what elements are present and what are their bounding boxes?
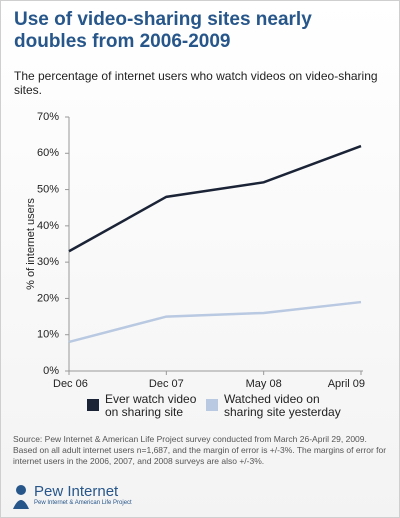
y-tick-label: 0% <box>43 365 59 377</box>
logo-tagline: Pew Internet & American Life Project <box>34 500 132 506</box>
y-axis-label: % of internet users <box>25 198 37 290</box>
y-tick-label: 30% <box>37 256 59 268</box>
source-note: Source: Pew Internet & American Life Pro… <box>13 434 387 466</box>
legend-swatch <box>206 399 218 411</box>
chart-subtitle: The percentage of internet users who wat… <box>14 69 378 97</box>
chart-title: Use of video-sharing sites nearly double… <box>14 9 312 52</box>
y-tick-label: 70% <box>37 111 59 123</box>
chart: % of internet users 0% 10% 20% 30% 40% 50% 60%… <box>25 111 365 390</box>
logo: Pew Internet <box>34 483 119 500</box>
x-tick-label: Dec 06 <box>53 378 88 390</box>
logo-body <box>13 500 29 509</box>
legend-label: Ever watch video on sharing site <box>105 392 197 419</box>
y-tick-label: 10% <box>37 329 59 341</box>
x-tick-label: May 08 <box>246 378 282 390</box>
y-tick-label: 20% <box>37 292 59 304</box>
x-tick-label: Dec 07 <box>149 378 184 390</box>
x-tick-label: April 09 <box>328 378 365 390</box>
y-tick-label: 50% <box>37 183 59 195</box>
logo-head <box>16 485 26 495</box>
y-tick-label: 40% <box>37 220 59 232</box>
y-tick-label: 60% <box>37 147 59 159</box>
legend-label: Watched video on sharing site yesterday <box>224 392 341 419</box>
series-line <box>68 144 362 253</box>
legend-swatch <box>87 399 99 411</box>
series-line <box>68 300 362 344</box>
